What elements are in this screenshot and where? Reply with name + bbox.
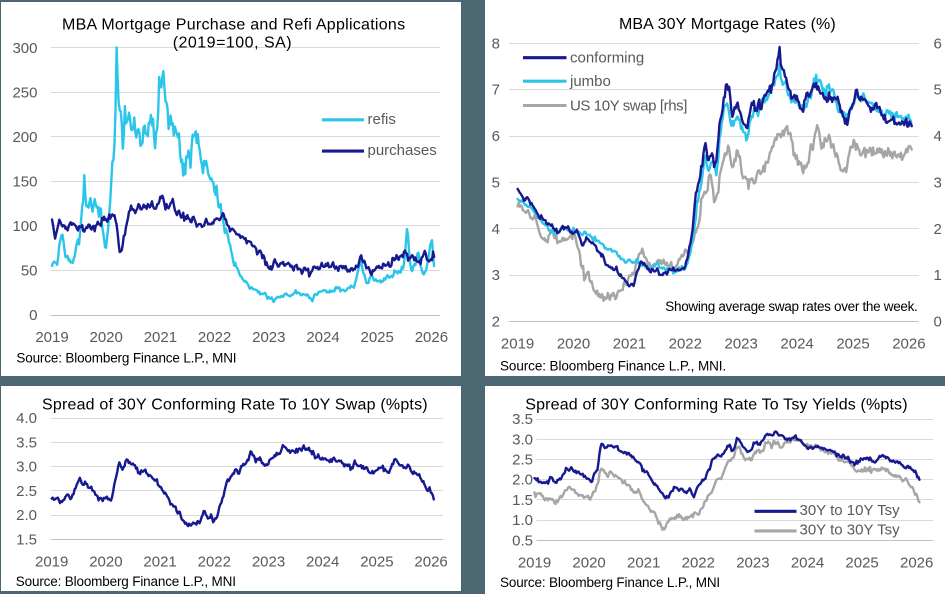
svg-text:conforming: conforming (570, 50, 644, 67)
svg-text:2026: 2026 (900, 554, 933, 571)
svg-text:MBA 30Y Mortgage Rates (%): MBA 30Y Mortgage Rates (%) (619, 16, 836, 33)
svg-text:(2019=100, SA): (2019=100, SA) (173, 35, 292, 52)
svg-text:2024: 2024 (791, 554, 824, 571)
svg-text:30Y to 30Y Tsy: 30Y to 30Y Tsy (800, 521, 901, 538)
svg-text:2025: 2025 (845, 554, 878, 571)
svg-text:Spread of 30Y Conforming Rate: Spread of 30Y Conforming Rate To 10Y Swa… (42, 396, 428, 413)
svg-text:2023: 2023 (725, 336, 758, 353)
svg-text:2.0: 2.0 (16, 507, 37, 524)
svg-text:100: 100 (12, 218, 37, 235)
svg-text:2026: 2026 (892, 336, 925, 353)
svg-text:200: 200 (12, 129, 37, 146)
svg-text:purchases: purchases (368, 142, 437, 159)
svg-text:2.5: 2.5 (16, 483, 37, 500)
svg-text:US 10Y swap [rhs]: US 10Y swap [rhs] (570, 98, 687, 115)
svg-text:2021: 2021 (627, 554, 660, 571)
svg-text:6: 6 (934, 35, 942, 52)
svg-text:jumbo: jumbo (569, 73, 611, 90)
svg-text:2026: 2026 (414, 553, 447, 570)
svg-text:Source: Bloomberg Finance L.P.: Source: Bloomberg Finance L.P., MNI (16, 351, 236, 366)
svg-text:3: 3 (492, 267, 500, 284)
svg-text:3.0: 3.0 (512, 431, 533, 448)
svg-text:2020: 2020 (557, 336, 590, 353)
svg-text:150: 150 (12, 173, 37, 190)
svg-text:2025: 2025 (360, 553, 393, 570)
svg-text:2019: 2019 (35, 329, 68, 346)
svg-text:2022: 2022 (682, 554, 715, 571)
svg-text:6: 6 (492, 128, 500, 145)
svg-text:3.0: 3.0 (16, 459, 37, 476)
svg-text:2023: 2023 (252, 553, 285, 570)
svg-text:7: 7 (492, 82, 500, 99)
svg-text:2022: 2022 (198, 553, 231, 570)
svg-text:8: 8 (492, 35, 500, 52)
svg-text:2024: 2024 (780, 336, 813, 353)
svg-text:0: 0 (934, 314, 942, 331)
svg-text:2026: 2026 (415, 329, 448, 346)
svg-text:4.0: 4.0 (16, 410, 37, 427)
svg-text:2021: 2021 (613, 336, 646, 353)
svg-text:MBA Mortgage Purchase and Refi: MBA Mortgage Purchase and Refi Applicati… (62, 17, 405, 34)
svg-text:Source: Bloomberg Finance L.P.: Source: Bloomberg Finance L.P., MNI (16, 574, 236, 589)
svg-text:0.5: 0.5 (512, 532, 533, 549)
svg-text:2020: 2020 (90, 329, 123, 346)
svg-text:2024: 2024 (306, 329, 339, 346)
svg-text:2022: 2022 (198, 329, 231, 346)
svg-text:4: 4 (492, 221, 500, 238)
svg-text:1.5: 1.5 (512, 492, 533, 509)
svg-text:1.5: 1.5 (16, 531, 37, 548)
svg-text:2020: 2020 (572, 554, 605, 571)
svg-text:300: 300 (12, 40, 37, 57)
svg-text:2022: 2022 (669, 336, 702, 353)
svg-text:2.0: 2.0 (512, 472, 533, 489)
svg-text:2025: 2025 (361, 329, 394, 346)
svg-text:50: 50 (21, 262, 38, 279)
svg-text:5: 5 (492, 174, 500, 191)
svg-text:3.5: 3.5 (16, 434, 37, 451)
svg-text:1.0: 1.0 (512, 512, 533, 529)
svg-text:30Y to 10Y Tsy: 30Y to 10Y Tsy (800, 502, 901, 519)
svg-text:refis: refis (368, 111, 396, 128)
svg-text:2023: 2023 (736, 554, 769, 571)
svg-text:3.5: 3.5 (512, 411, 533, 428)
svg-text:4: 4 (934, 128, 942, 145)
svg-text:2025: 2025 (836, 336, 869, 353)
svg-text:Source: Bloomberg Finance L.P.: Source: Bloomberg Finance L.P., MNI. (500, 359, 726, 374)
svg-text:2021: 2021 (143, 553, 176, 570)
svg-text:1: 1 (934, 267, 942, 284)
svg-text:2: 2 (492, 314, 500, 331)
svg-text:2023: 2023 (252, 329, 285, 346)
svg-text:2019: 2019 (518, 554, 551, 571)
svg-text:2.5: 2.5 (512, 452, 533, 469)
svg-text:5: 5 (934, 82, 942, 99)
svg-text:0: 0 (29, 307, 37, 324)
svg-text:2019: 2019 (501, 336, 534, 353)
svg-text:2019: 2019 (35, 553, 68, 570)
svg-text:2020: 2020 (89, 553, 122, 570)
svg-text:Spread of 30Y Conforming Rate: Spread of 30Y Conforming Rate To Tsy Yie… (525, 396, 907, 413)
svg-text:2: 2 (934, 221, 942, 238)
svg-text:Showing average swap rates ove: Showing average swap rates over the week… (665, 299, 917, 314)
svg-text:3: 3 (934, 174, 942, 191)
svg-text:250: 250 (12, 84, 37, 101)
svg-text:2024: 2024 (306, 553, 339, 570)
svg-text:Source: Bloomberg Finance L.P.: Source: Bloomberg Finance L.P., MNI (500, 575, 720, 590)
svg-text:2021: 2021 (144, 329, 177, 346)
